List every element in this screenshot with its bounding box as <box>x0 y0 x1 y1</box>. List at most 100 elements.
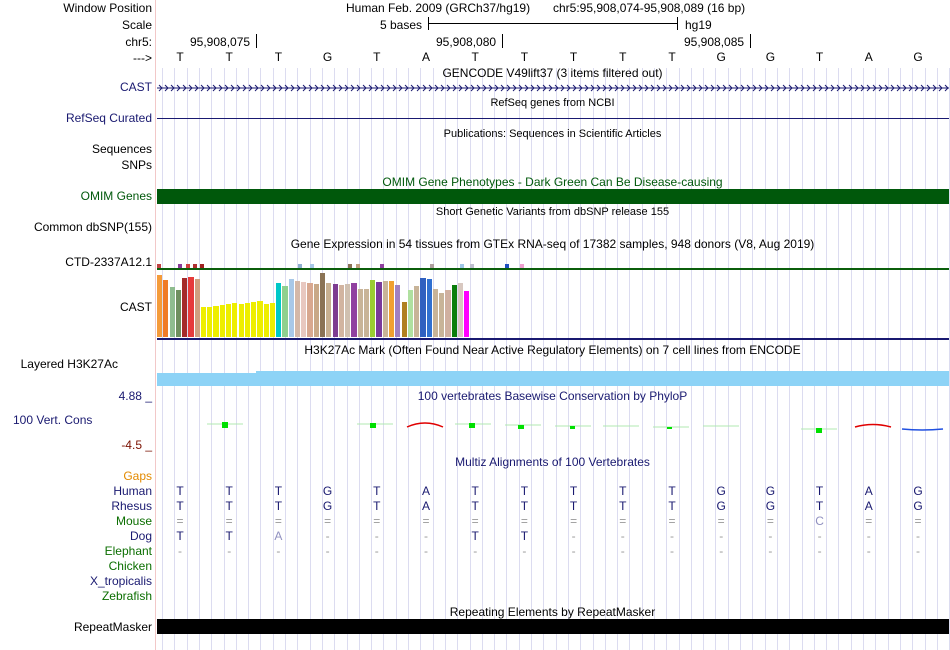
species-label-x_tropicalis[interactable]: X_tropicalis <box>89 574 152 588</box>
phylop-label[interactable]: 100 Vert. Cons <box>13 413 93 427</box>
gtex-tissue-bar[interactable] <box>432 289 439 337</box>
species-label-rhesus[interactable]: Rhesus <box>111 499 152 513</box>
gtex-tissue-marker[interactable] <box>348 264 352 268</box>
gtex-label-top[interactable]: CTD-2337A12.1 <box>65 255 152 269</box>
phylop-plot[interactable] <box>157 410 949 440</box>
gtex-tissue-marker[interactable] <box>193 264 197 268</box>
gtex-tissue-bar[interactable] <box>382 281 388 337</box>
gtex-tissue-bar[interactable] <box>345 284 351 337</box>
repeatmasker-label[interactable]: RepeatMasker <box>73 620 152 634</box>
gtex-tissue-bar[interactable] <box>439 293 445 337</box>
gtex-tissue-bar[interactable] <box>426 279 432 337</box>
gtex-tissue-bar[interactable] <box>219 305 225 337</box>
gtex-tissue-bar[interactable] <box>213 306 219 337</box>
species-label-human[interactable]: Human <box>113 484 152 498</box>
multiz-title[interactable]: Multiz Alignments of 100 Vertebrates <box>455 455 650 469</box>
gtex-tissue-marker[interactable] <box>460 264 464 268</box>
species-label-dog[interactable]: Dog <box>129 529 152 543</box>
species-label-zebrafish[interactable]: Zebrafish <box>101 589 152 603</box>
h3k27ac-signal[interactable] <box>256 371 949 386</box>
gtex-tissue-marker[interactable] <box>310 264 314 268</box>
refseq-gene-feature[interactable] <box>157 118 949 119</box>
omim-label[interactable]: OMIM Genes <box>80 189 152 203</box>
repeatmasker-title[interactable]: Repeating Elements by RepeatMasker <box>449 605 656 619</box>
gtex-tissue-bar[interactable] <box>401 302 407 337</box>
gtex-tissue-bar[interactable] <box>320 273 326 337</box>
gtex-tissue-bar[interactable] <box>457 283 464 337</box>
dbsnp-label[interactable]: Common dbSNP(155) <box>33 220 152 234</box>
gtex-tissue-bar[interactable] <box>407 290 413 337</box>
omim-feature[interactable] <box>157 189 949 204</box>
gtex-tissue-bar[interactable] <box>294 281 301 337</box>
gtex-tissue-bar[interactable] <box>263 304 269 337</box>
gtex-tissue-bar[interactable] <box>351 283 357 337</box>
coords-text[interactable]: chr5:95,908,074-95,908,089 (16 bp) <box>553 1 746 15</box>
h3k27ac-title[interactable]: H3K27Ac Mark (Often Found Near Active Re… <box>304 343 801 357</box>
gtex-tissue-bar[interactable] <box>451 285 457 337</box>
gtex-tissue-bar[interactable] <box>414 286 420 337</box>
gtex-tissue-bar[interactable] <box>357 289 363 337</box>
gtex-tissue-bar[interactable] <box>301 282 307 337</box>
refseq-title[interactable]: RefSeq genes from NCBI <box>490 97 615 109</box>
gtex-title[interactable]: Gene Expression in 54 tissues from GTEx … <box>290 237 815 251</box>
gtex-tissue-bar[interactable] <box>169 287 175 337</box>
gtex-label-main[interactable]: CAST <box>119 300 152 314</box>
gtex-tissue-bar[interactable] <box>163 280 169 337</box>
publications-title[interactable]: Publications: Sequences in Scientific Ar… <box>443 128 662 140</box>
gtex-tissue-marker[interactable] <box>520 264 524 268</box>
gencode-label[interactable]: CAST <box>119 80 152 94</box>
gtex-tissue-bar[interactable] <box>257 301 263 337</box>
gtex-tissue-bar[interactable] <box>207 307 213 337</box>
gtex-tissue-bar[interactable] <box>244 303 250 337</box>
gtex-tissue-bar[interactable] <box>313 284 319 337</box>
gtex-tissue-marker[interactable] <box>178 264 182 268</box>
gtex-tissue-bar[interactable] <box>332 284 338 337</box>
gencode-title[interactable]: GENCODE V49lift37 (3 items filtered out) <box>442 66 663 80</box>
gtex-tissue-bar[interactable] <box>157 275 163 337</box>
gtex-tissue-bar[interactable] <box>238 304 244 337</box>
gtex-tissue-marker[interactable] <box>186 264 190 268</box>
gtex-tissue-bar[interactable] <box>388 281 395 337</box>
multiz-gaps-label[interactable]: Gaps <box>123 469 152 483</box>
gtex-tissue-bar[interactable] <box>420 278 426 337</box>
omim-title[interactable]: OMIM Gene Phenotypes - Dark Green Can Be… <box>382 175 723 189</box>
publications-label[interactable]: Sequences <box>91 142 152 156</box>
gtex-tissue-bar[interactable] <box>338 285 345 337</box>
gtex-tissue-bar[interactable] <box>288 279 294 337</box>
phylop-title[interactable]: 100 vertebrates Basewise Conservation by… <box>417 389 688 403</box>
gtex-tissue-bar[interactable] <box>269 303 276 337</box>
gtex-tissue-marker[interactable] <box>356 264 360 268</box>
h3k27ac-label[interactable]: Layered H3K27Ac <box>20 357 118 371</box>
gtex-tissue-marker[interactable] <box>298 264 302 268</box>
gtex-tissue-marker[interactable] <box>505 264 509 268</box>
gtex-tissue-marker[interactable] <box>470 264 474 268</box>
gtex-tissue-bar[interactable] <box>282 286 288 337</box>
gtex-tissue-bar[interactable] <box>464 291 470 337</box>
gtex-tissue-marker[interactable] <box>200 264 204 268</box>
gtex-tissue-bar[interactable] <box>370 280 376 337</box>
refseq-label[interactable]: RefSeq Curated <box>65 111 152 125</box>
gtex-tissue-bar[interactable] <box>200 307 207 337</box>
gtex-tissue-bar[interactable] <box>307 283 313 337</box>
gtex-tissue-bar[interactable] <box>251 302 257 337</box>
gtex-tissue-bar[interactable] <box>276 283 282 337</box>
gtex-tissue-bar[interactable] <box>188 277 194 337</box>
gtex-tissue-bar[interactable] <box>395 285 401 337</box>
gtex-tissue-marker[interactable] <box>157 264 161 268</box>
gtex-tissue-bar[interactable] <box>175 290 181 337</box>
gencode-gene-feature[interactable] <box>157 81 949 95</box>
gtex-tissue-bar[interactable] <box>182 278 188 337</box>
gtex-tissue-bar[interactable] <box>194 279 200 337</box>
gtex-tissue-bar[interactable] <box>363 289 370 337</box>
gtex-tissue-bar[interactable] <box>376 282 382 337</box>
gtex-tissue-marker[interactable] <box>430 264 434 268</box>
species-label-elephant[interactable]: Elephant <box>104 544 152 558</box>
gtex-tissue-bar[interactable] <box>445 290 451 337</box>
species-label-mouse[interactable]: Mouse <box>115 514 152 528</box>
gtex-tissue-bar[interactable] <box>326 283 332 337</box>
gtex-tissue-bar[interactable] <box>232 303 238 337</box>
gtex-tissue-marker[interactable] <box>380 264 384 268</box>
h3k27ac-signal[interactable] <box>157 373 256 386</box>
gtex-tissue-bar[interactable] <box>225 304 232 337</box>
snps-label[interactable]: SNPs <box>121 158 152 172</box>
